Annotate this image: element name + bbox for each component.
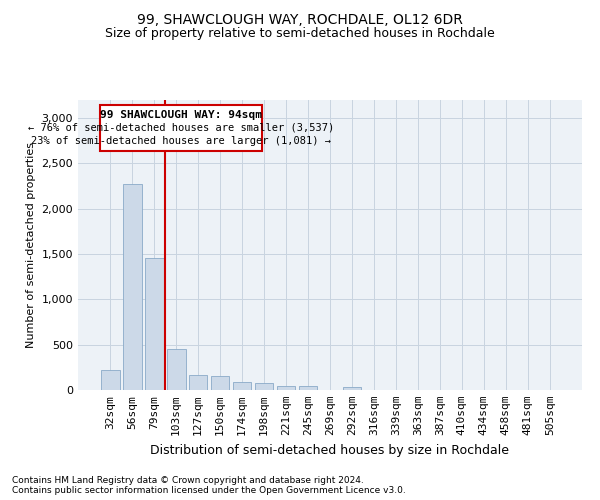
X-axis label: Distribution of semi-detached houses by size in Rochdale: Distribution of semi-detached houses by … <box>151 444 509 456</box>
Y-axis label: Number of semi-detached properties: Number of semi-detached properties <box>26 142 36 348</box>
Bar <box>145 258 164 390</box>
Bar <box>233 382 251 390</box>
FancyBboxPatch shape <box>100 104 262 151</box>
Text: 23% of semi-detached houses are larger (1,081) →: 23% of semi-detached houses are larger (… <box>31 136 331 146</box>
Bar <box>101 370 119 390</box>
Text: ← 76% of semi-detached houses are smaller (3,537): ← 76% of semi-detached houses are smalle… <box>28 122 334 132</box>
Bar <box>255 383 274 390</box>
Text: 99 SHAWCLOUGH WAY: 94sqm: 99 SHAWCLOUGH WAY: 94sqm <box>100 110 262 120</box>
Bar <box>189 375 208 390</box>
Text: Contains public sector information licensed under the Open Government Licence v3: Contains public sector information licen… <box>12 486 406 495</box>
Bar <box>211 376 229 390</box>
Text: 99, SHAWCLOUGH WAY, ROCHDALE, OL12 6DR: 99, SHAWCLOUGH WAY, ROCHDALE, OL12 6DR <box>137 12 463 26</box>
Bar <box>343 386 361 390</box>
Bar <box>123 184 142 390</box>
Bar <box>167 349 185 390</box>
Text: Contains HM Land Registry data © Crown copyright and database right 2024.: Contains HM Land Registry data © Crown c… <box>12 476 364 485</box>
Bar <box>299 386 317 390</box>
Bar <box>277 386 295 390</box>
Text: Size of property relative to semi-detached houses in Rochdale: Size of property relative to semi-detach… <box>105 28 495 40</box>
